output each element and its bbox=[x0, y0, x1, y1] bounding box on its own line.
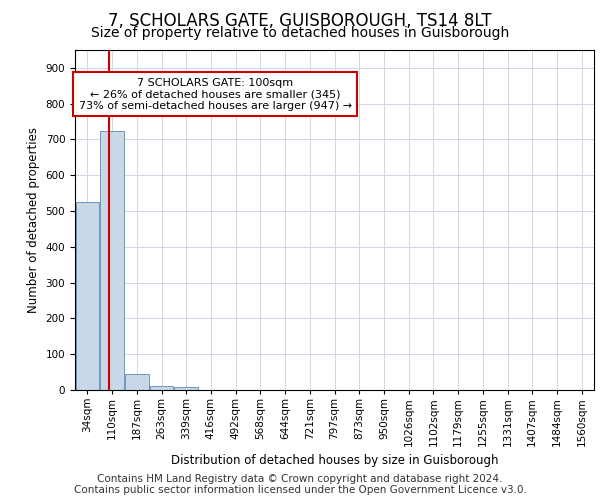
Bar bbox=[175, 388, 198, 390]
Bar bbox=[150, 386, 173, 390]
Text: Contains HM Land Registry data © Crown copyright and database right 2024.: Contains HM Land Registry data © Crown c… bbox=[97, 474, 503, 484]
Text: 7, SCHOLARS GATE, GUISBOROUGH, TS14 8LT: 7, SCHOLARS GATE, GUISBOROUGH, TS14 8LT bbox=[108, 12, 492, 30]
Bar bbox=[76, 202, 99, 390]
Bar bbox=[125, 374, 149, 390]
Text: Contains public sector information licensed under the Open Government Licence v3: Contains public sector information licen… bbox=[74, 485, 526, 495]
Text: Size of property relative to detached houses in Guisborough: Size of property relative to detached ho… bbox=[91, 26, 509, 40]
Y-axis label: Number of detached properties: Number of detached properties bbox=[27, 127, 40, 313]
X-axis label: Distribution of detached houses by size in Guisborough: Distribution of detached houses by size … bbox=[171, 454, 498, 467]
Bar bbox=[100, 130, 124, 390]
Text: 7 SCHOLARS GATE: 100sqm
← 26% of detached houses are smaller (345)
73% of semi-d: 7 SCHOLARS GATE: 100sqm ← 26% of detache… bbox=[79, 78, 352, 111]
